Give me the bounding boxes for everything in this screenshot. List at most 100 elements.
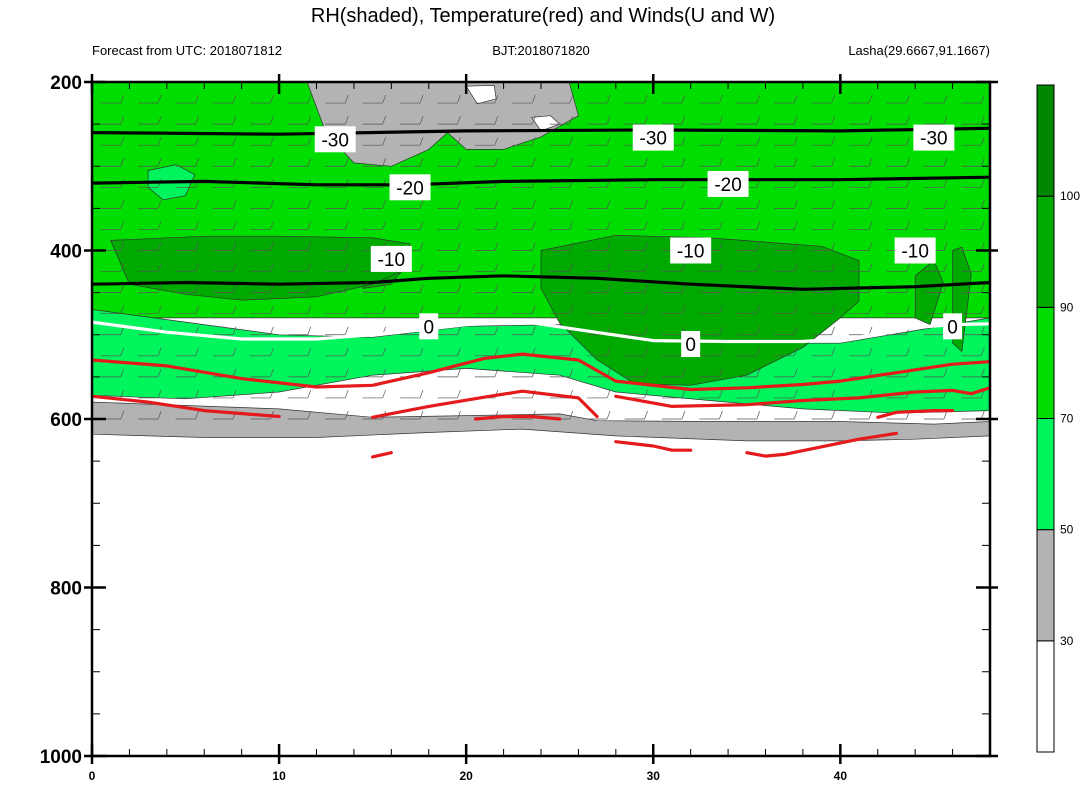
colorbar: 30 50 70 90 100	[1036, 84, 1080, 753]
contour-label-box	[370, 245, 412, 272]
wind-barb-flag	[307, 137, 312, 146]
wind-barb-flag	[419, 137, 424, 146]
colorbar-box	[1036, 306, 1055, 420]
contour-label: -10	[378, 250, 405, 271]
contour-label: 0	[947, 317, 958, 338]
wind-barb-flag	[307, 94, 312, 104]
wind-barb-flag	[382, 347, 386, 356]
wind-barb-flag	[756, 326, 761, 335]
wind-barb-flag	[793, 263, 798, 272]
wind-barb-flag	[980, 221, 985, 230]
temperature-contour--20	[92, 175, 990, 187]
wind-barb-flag	[270, 368, 274, 377]
wind-barb-flag	[943, 179, 948, 188]
wind-barb-flag	[382, 305, 386, 314]
wind-barb-flag	[157, 221, 162, 230]
wind-barb-flag	[232, 94, 237, 104]
wind-barb-flag	[681, 94, 686, 104]
wind-barb-flag	[756, 368, 761, 377]
wind-barb-flag	[943, 242, 948, 251]
wind-barb-flag	[120, 94, 125, 104]
wind-barb-flag	[157, 94, 162, 104]
wind-barb-flag	[756, 200, 761, 209]
wind-barb-flag	[382, 200, 386, 209]
wind-barb-flag	[270, 221, 274, 230]
wind-barb-flag	[419, 242, 424, 251]
wind-barb-flag	[419, 305, 424, 314]
wind-barb-flag	[793, 410, 798, 420]
wind-barb-flag	[831, 389, 835, 399]
wind-barb-flag	[344, 158, 349, 167]
wind-barb-flag	[120, 116, 125, 125]
contour-label: -10	[677, 242, 704, 263]
wind-barb-flag	[756, 263, 761, 272]
chart-title: RH(shaded), Temperature(red) and Winds(U…	[311, 5, 775, 27]
wind-barb-flag	[270, 284, 274, 293]
wind-barb-flag	[531, 263, 536, 272]
wind-barb-flag	[494, 158, 499, 167]
wind-barb-flag	[270, 158, 274, 167]
wind-barb-flag	[531, 284, 536, 293]
wind-barb-flag	[606, 284, 611, 293]
wind-barb-flag	[120, 326, 125, 335]
wind-barb-flag	[457, 94, 461, 104]
wind-barb-flag	[831, 305, 835, 314]
wind-barb-flag	[943, 347, 948, 356]
wind-barb-flag	[606, 221, 611, 230]
wind-barb-flag	[606, 242, 611, 251]
x-tick-label: 20	[459, 769, 473, 783]
wind-barb-flag	[606, 116, 611, 125]
wind-barb-flag	[307, 158, 312, 167]
wind-barb-flag	[494, 94, 499, 104]
wind-barb-flag	[270, 137, 274, 146]
rh-region-7	[540, 234, 860, 386]
wind-barb-flag	[681, 116, 686, 125]
wind-barb-flag	[195, 137, 199, 146]
wind-barb-flag	[232, 284, 237, 293]
wind-barb-flag	[419, 284, 424, 293]
wind-barb-flag	[980, 94, 985, 104]
wind-barb-flag	[494, 326, 499, 335]
temperature-contour-0	[92, 319, 990, 344]
wind-barb-flag	[120, 137, 125, 146]
wind-barb-flag	[457, 158, 461, 167]
wind-barb-flag	[419, 389, 424, 399]
wind-barb-flag	[569, 305, 574, 314]
wind-barb-flag	[232, 326, 237, 335]
wind-barb-flag	[457, 116, 461, 125]
wind-barb-flag	[157, 200, 162, 209]
wind-barb-flag	[307, 221, 312, 230]
wind-barb-flag	[606, 263, 611, 272]
y-tick-label: 400	[50, 242, 82, 263]
wind-barb-flag	[980, 242, 985, 251]
wind-barb-flag	[457, 263, 461, 272]
wind-barb-flag	[644, 158, 648, 167]
wind-barb-flag	[831, 116, 835, 125]
wind-barb-flag	[270, 263, 274, 272]
wind-barb-flag	[307, 200, 312, 209]
wind-barb-flag	[756, 389, 761, 399]
wind-barb-flag	[943, 158, 948, 167]
wind-barb-flag	[457, 284, 461, 293]
wind-barb-flag	[793, 94, 798, 104]
wind-barb-flag	[793, 305, 798, 314]
wind-barb-flag	[606, 94, 611, 104]
left-subtitle: Forecast from UTC: 2018071812	[92, 43, 282, 58]
temperature-contour--30	[92, 126, 990, 136]
wind-barb-flag	[719, 94, 723, 104]
wind-barb-flag	[344, 200, 349, 209]
temperature-contour-unlabelled-11	[614, 440, 693, 452]
wind-barb-flag	[569, 94, 574, 104]
wind-barb-flag	[756, 221, 761, 230]
wind-barb-flag	[980, 116, 985, 125]
wind-barb-flag	[494, 284, 499, 293]
wind-barb-flag	[457, 200, 461, 209]
wind-barb-flag	[232, 242, 237, 251]
rh-region-11	[92, 401, 990, 442]
wind-barb-flag	[606, 200, 611, 209]
wind-barb-flag	[531, 326, 536, 335]
wind-barb-flag	[120, 389, 125, 399]
wind-barb-flag	[831, 158, 835, 167]
wind-barb-flag	[644, 347, 648, 356]
wind-barb-flag	[494, 368, 499, 377]
